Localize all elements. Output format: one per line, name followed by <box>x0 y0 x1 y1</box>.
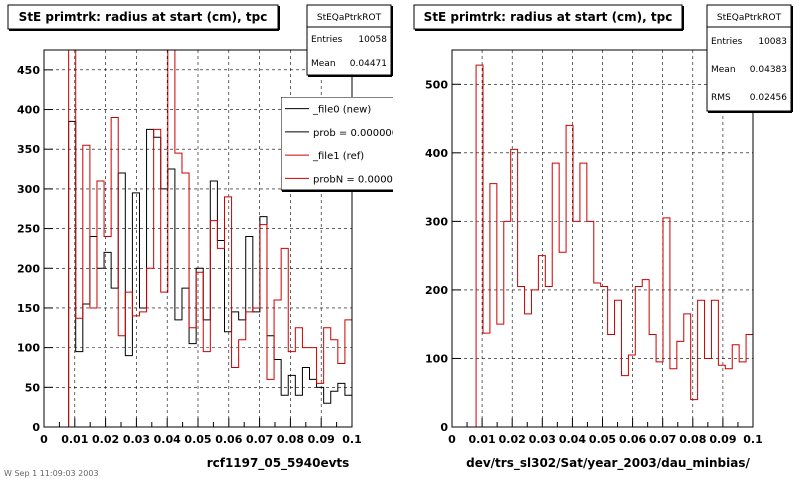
y-tick-label: 400 <box>425 147 448 160</box>
y-tick-label: 450 <box>17 64 40 77</box>
x-tick-label: 0.06 <box>619 433 646 446</box>
x-tick-label: 0.08 <box>679 433 706 446</box>
stats-name: StEQaPtrkROT <box>717 13 782 23</box>
y-tick-label: 200 <box>17 262 40 275</box>
y-tick-label: 300 <box>425 215 448 228</box>
x-tick-label: 0.05 <box>589 433 616 446</box>
x-tick-label: 0.1 <box>743 433 763 446</box>
y-tick-label: 0 <box>32 421 40 434</box>
stats-label: Entries <box>711 37 743 47</box>
timestamp-footer: W Sep 1 11:09:03 2003 <box>4 469 99 478</box>
x-tick-label: 0.09 <box>709 433 736 446</box>
stats-value: 0.04471 <box>350 59 387 69</box>
chart-title: StE primtrk: radius at start (cm), tpc <box>19 10 268 24</box>
stats-box <box>306 4 392 76</box>
stats-label: Mean <box>311 59 336 69</box>
right-histogram-panel: 0 0.01 0.02 0.03 0.04 0.05 0.06 0.07 0.08 0.09 0.1… <box>413 4 793 471</box>
stats-value: 10058 <box>358 35 387 45</box>
legend-label: _file1 (ref) <box>312 151 364 162</box>
stats-value: 0.02456 <box>750 93 787 103</box>
x-tick-label: 0.08 <box>277 433 304 446</box>
x-tick-label: 0.05 <box>184 433 211 446</box>
x-tick-label: 0 <box>448 433 456 446</box>
y-tick-label: 400 <box>17 104 40 117</box>
x-tick-label: 0.04 <box>559 433 586 446</box>
y-tick-label: 0 <box>440 421 448 434</box>
stats-value: 10083 <box>758 37 787 47</box>
x-tick-label: 0.03 <box>529 433 556 446</box>
stats-label: RMS <box>711 93 731 103</box>
chart-title: StE primtrk: radius at start (cm), tpc <box>424 10 673 24</box>
x-tick-label: 0.1 <box>342 433 362 446</box>
legend-label: prob = 0.000000 <box>313 128 398 139</box>
y-tick-label: 300 <box>17 183 40 196</box>
stats-value: 0.04383 <box>750 65 787 75</box>
x-tick-label: 0.02 <box>499 433 526 446</box>
histogram-series-file1-ref <box>475 64 754 427</box>
left-histogram-panel: 0 0.01 0.02 0.03 0.04 0.05 0.06 0.07 0.08 0.09 0.1… <box>7 4 406 471</box>
stats-label: Entries <box>311 35 343 45</box>
x-tick-label: 0.09 <box>308 433 335 446</box>
grid-lines <box>452 50 753 427</box>
x-tick-label: 0 <box>40 433 48 446</box>
legend: _file0 (new) prob = 0.000000 _file1 (ref) p… <box>281 97 406 192</box>
legend-label: probN = 0.000000 <box>313 174 406 185</box>
y-tick-label: 50 <box>25 381 41 394</box>
x-axis-label: dev/trs_sl302/Sat/year_2003/dau_minbias/ <box>466 456 750 471</box>
y-tick-label: 250 <box>17 223 40 236</box>
legend-label: _file0 (new) <box>312 105 371 116</box>
stats-name: StEQaPtrkROT <box>317 13 382 23</box>
y-tick-label: 150 <box>17 302 40 315</box>
x-tick-label: 0.02 <box>92 433 119 446</box>
y-tick-label: 500 <box>425 78 448 91</box>
y-tick-label: 100 <box>17 342 40 355</box>
x-tick-label: 0.01 <box>469 433 496 446</box>
stats-box <box>706 4 792 112</box>
x-tick-label: 0.03 <box>123 433 150 446</box>
grid-lines <box>44 50 352 427</box>
y-tick-label: 350 <box>17 143 40 156</box>
x-tick-label: 0.07 <box>246 433 273 446</box>
y-tick-label: 100 <box>425 352 448 365</box>
y-tick-label: 200 <box>425 284 448 297</box>
stats-label: Mean <box>711 65 736 75</box>
x-axis-label: rcf1197_05_5940evts <box>207 456 350 471</box>
histogram-series-file1-ref <box>68 49 353 427</box>
x-tick-label: 0.07 <box>649 433 676 446</box>
x-tick-label: 0.01 <box>61 433 88 446</box>
x-tick-label: 0.04 <box>154 433 181 446</box>
x-tick-label: 0.06 <box>215 433 242 446</box>
